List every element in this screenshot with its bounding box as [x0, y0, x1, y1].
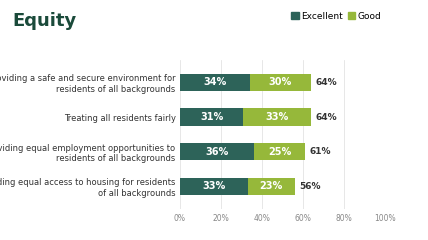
Bar: [244, 108, 311, 126]
Text: 31%: 31%: [200, 112, 223, 122]
Text: 64%: 64%: [315, 78, 337, 87]
Bar: [180, 178, 247, 195]
Bar: [180, 143, 254, 160]
Text: 25%: 25%: [268, 147, 291, 157]
Text: 61%: 61%: [309, 147, 331, 156]
Bar: [180, 108, 244, 126]
Text: Equity: Equity: [13, 12, 77, 30]
Text: 33%: 33%: [266, 112, 289, 122]
Bar: [247, 178, 295, 195]
Legend: Excellent, Good: Excellent, Good: [288, 8, 385, 24]
Text: 36%: 36%: [205, 147, 229, 157]
Text: 33%: 33%: [202, 181, 225, 191]
Bar: [250, 74, 311, 91]
Bar: [180, 74, 250, 91]
Text: 64%: 64%: [315, 113, 337, 122]
Bar: [254, 143, 305, 160]
Text: 56%: 56%: [299, 182, 321, 191]
Text: 23%: 23%: [259, 181, 283, 191]
Text: 30%: 30%: [269, 78, 292, 88]
Text: 34%: 34%: [203, 78, 226, 88]
